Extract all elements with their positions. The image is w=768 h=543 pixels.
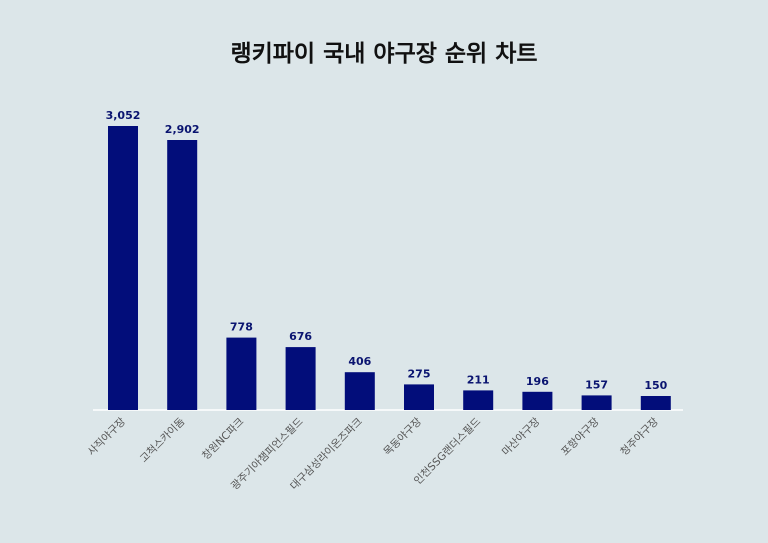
value-label-4: 676	[289, 330, 312, 343]
value-label-2: 2,902	[165, 123, 200, 136]
bar-10	[640, 396, 671, 410]
chart-title: 랭키파이 국내 야구장 순위 차트	[230, 41, 538, 67]
value-label-5: 406	[348, 355, 371, 368]
bar-2	[167, 140, 198, 410]
category-tick-label-3: 창원NC파크	[200, 415, 247, 462]
value-label-8: 196	[526, 375, 549, 388]
value-label-3: 778	[230, 321, 253, 334]
bar-6	[404, 384, 434, 410]
category-tick-label-10: 청주야구장	[618, 415, 662, 459]
category-tick-label-9: 포항야구장	[558, 415, 602, 459]
value-label-1: 3,052	[106, 109, 141, 122]
value-label-6: 275	[408, 367, 431, 380]
category-tick-label-8: 마산야구장	[499, 415, 543, 459]
bar-1	[108, 126, 138, 410]
value-label-10: 150	[644, 379, 667, 392]
bar-5	[344, 372, 375, 410]
value-label-9: 157	[585, 378, 608, 391]
value-label-7: 211	[467, 373, 490, 386]
bar-8	[522, 391, 553, 410]
bar-3	[226, 337, 257, 410]
bar-7	[463, 390, 494, 410]
category-tick-label-7: 인천SSG랜더스필드	[412, 415, 484, 487]
bar-9	[581, 395, 612, 410]
category-tick-label-6: 목동야구장	[381, 415, 425, 459]
bar-4	[285, 347, 316, 410]
category-tick-label-2: 고척스카이돔	[138, 415, 188, 465]
category-tick-label-1: 사직야구장	[85, 415, 129, 459]
